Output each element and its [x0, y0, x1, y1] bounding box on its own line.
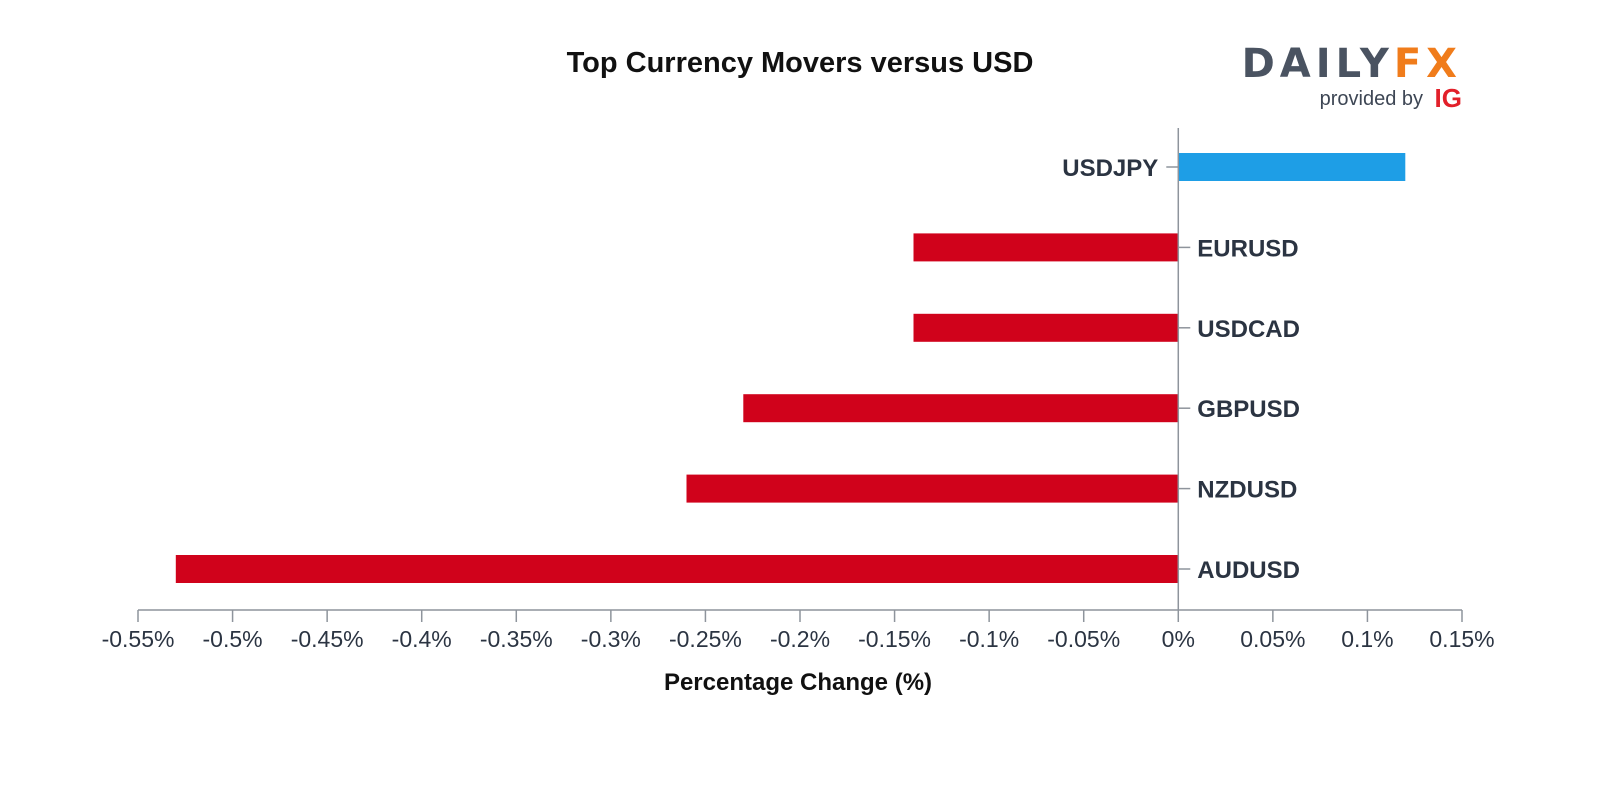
x-tick-label: 0.05% [1240, 626, 1305, 652]
chart-title: Top Currency Movers versus USD [567, 47, 1034, 79]
x-tick-label: 0% [1162, 626, 1195, 652]
x-tick-label: -0.25% [669, 626, 742, 652]
x-tick-label: -0.15% [858, 626, 931, 652]
bar-nzdusd [686, 474, 1179, 503]
category-label-eurusd: EURUSD [1197, 235, 1298, 262]
x-tick-label: -0.3% [581, 626, 641, 652]
x-tick-label: -0.55% [102, 626, 175, 652]
x-axis-title: Percentage Change (%) [664, 669, 932, 696]
x-tick-label: -0.5% [203, 626, 263, 652]
logo-daily-text: DAILY [1242, 41, 1394, 87]
bar-usdjpy [1178, 153, 1406, 181]
x-tick-label: 0.15% [1429, 626, 1494, 652]
bar-gbpusd [743, 394, 1179, 423]
category-label-audusd: AUDUSD [1197, 557, 1300, 584]
bar-eurusd [913, 233, 1179, 262]
logo-provided-by: provided by [1320, 88, 1423, 110]
logo-fx-text: FX [1394, 41, 1462, 87]
bars-group [175, 153, 1406, 583]
category-label-nzdusd: NZDUSD [1197, 477, 1297, 504]
category-labels: USDJPY EURUSD USDCAD GBPUSD NZDUSD AUDUSD [1062, 155, 1300, 584]
axes-group: -0.55% -0.5% -0.45% -0.4% -0.35% -0.3% -0.25% -… [102, 128, 1495, 652]
x-tick-label: -0.45% [291, 626, 364, 652]
category-label-gbpusd: GBPUSD [1197, 396, 1300, 423]
x-tick-label: 0.1% [1341, 626, 1393, 652]
bar-usdcad [913, 313, 1179, 342]
logo-ig-text: IG [1435, 83, 1462, 113]
x-tick-label: -0.4% [392, 626, 452, 652]
x-tick-label: -0.35% [480, 626, 553, 652]
x-tick-label: -0.05% [1047, 626, 1120, 652]
x-tick-label: -0.2% [770, 626, 830, 652]
logo-wordmark: DAILYFX [1242, 41, 1462, 87]
dailyfx-logo: DAILYFX provided by IG [1242, 41, 1462, 113]
bar-audusd [175, 555, 1179, 583]
x-tick-label: -0.1% [959, 626, 1019, 652]
category-label-usdcad: USDCAD [1197, 316, 1300, 343]
category-label-usdjpy: USDJPY [1062, 155, 1158, 182]
